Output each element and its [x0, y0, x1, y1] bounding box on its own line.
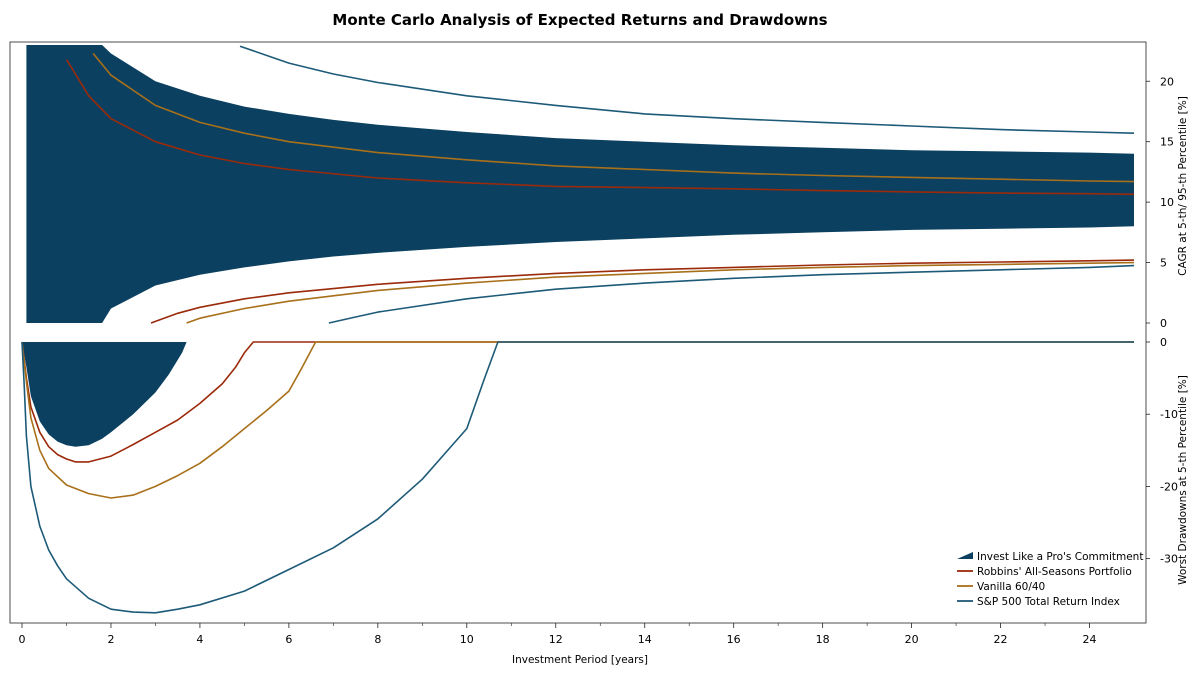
y-tick-label: -10 — [1160, 408, 1178, 421]
y-tick-label: 10 — [1160, 196, 1174, 209]
legend-item-robbins: Robbins' All-Seasons Portfolio — [957, 566, 1132, 578]
panel-drawdown: 0 -10 -20 -30 — [21, 336, 1178, 614]
chart-title: Monte Carlo Analysis of Expected Returns… — [332, 11, 827, 29]
x-axis: 0 2 4 6 8 10 12 14 16 18 20 22 24 — [19, 623, 1097, 646]
panel-cagr: 0 5 10 15 20 — [26, 45, 1174, 330]
y-axis-label-drawdown: Worst Drawdowns at 5-th Percentile [%] — [1177, 375, 1189, 585]
x-tick-label: 16 — [727, 633, 741, 646]
y-axis-label-cagr: CAGR at 5-th/ 95-th Percentile [%] — [1177, 96, 1189, 276]
y-tick-label: 5 — [1160, 257, 1167, 270]
x-tick-label: 10 — [460, 633, 474, 646]
x-tick-label: 12 — [549, 633, 563, 646]
series-sp500-cagr-5 — [328, 264, 1135, 324]
series-robbins-drawdown-0 — [21, 341, 1134, 463]
legend: Invest Like a Pro's Commitment Robbins' A… — [957, 551, 1143, 608]
series-robbins-cagr-1 — [150, 259, 1135, 324]
y-tick-label: -30 — [1160, 553, 1178, 566]
x-tick-label: 8 — [374, 633, 381, 646]
band-drawdown — [22, 342, 187, 447]
y-tick-label: 0 — [1160, 336, 1167, 349]
legend-label: Vanilla 60/40 — [977, 581, 1045, 593]
x-tick-label: 14 — [638, 633, 652, 646]
y-tick-label: 15 — [1160, 136, 1174, 149]
x-tick-label: 2 — [107, 633, 114, 646]
series-sp500-cagr-4 — [239, 45, 1135, 134]
y-tick-label: -20 — [1160, 480, 1178, 493]
series-vanilla-drawdown-1 — [21, 341, 1134, 499]
plot-area: 0 5 10 15 20 0 -10 -20 -30 — [9, 41, 1178, 624]
legend-label: Robbins' All-Seasons Portfolio — [977, 566, 1132, 578]
band-cagr — [26, 45, 1134, 323]
x-tick-label: 6 — [285, 633, 292, 646]
legend-label: S&P 500 Total Return Index — [977, 596, 1120, 608]
plot-frame — [9, 41, 1147, 624]
y-axis-drawdown: 0 -10 -20 -30 — [1146, 336, 1178, 566]
legend-label: Invest Like a Pro's Commitment — [977, 551, 1143, 563]
y-tick-label: 0 — [1160, 317, 1167, 330]
series-sp500-drawdown-2 — [21, 341, 1134, 614]
x-tick-label: 22 — [994, 633, 1008, 646]
x-tick-label: 24 — [1083, 633, 1097, 646]
x-tick-label: 0 — [19, 633, 26, 646]
x-tick-label: 18 — [816, 633, 830, 646]
series-vanilla-cagr-3 — [186, 261, 1135, 324]
y-tick-label: 20 — [1160, 75, 1174, 88]
x-axis-label: Investment Period [years] — [512, 654, 648, 666]
x-tick-label: 20 — [905, 633, 919, 646]
legend-item-band: Invest Like a Pro's Commitment — [957, 551, 1143, 563]
series-vanilla-cagr-2 — [92, 52, 1135, 183]
legend-swatch-area — [957, 552, 973, 559]
series-robbins-cagr-0 — [65, 59, 1135, 196]
x-tick-label: 4 — [196, 633, 203, 646]
legend-item-vanilla: Vanilla 60/40 — [957, 581, 1045, 593]
legend-item-sp500: S&P 500 Total Return Index — [957, 596, 1120, 608]
y-axis-cagr: 0 5 10 15 20 — [1146, 75, 1174, 330]
